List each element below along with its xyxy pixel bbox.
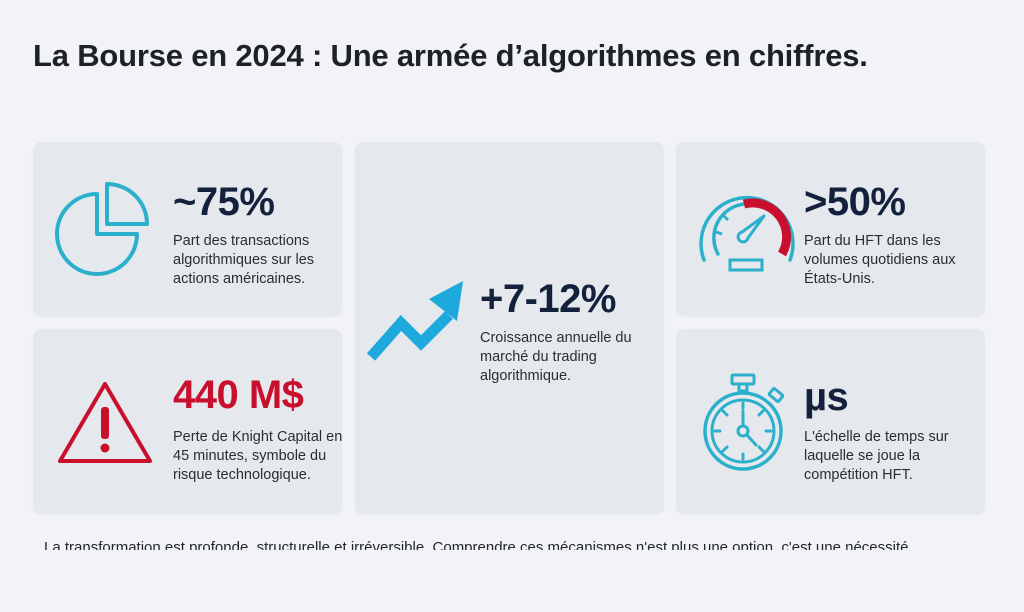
stat-description: L'échelle de temps sur laquelle se joue … [804,429,949,483]
stat-value: >50% [804,180,906,224]
stat-description: Part du HFT dans les volumes quotidiens … [804,233,956,287]
speedometer-icon [699,195,795,272]
stat-card-market-growth: +7-12% Croissance annuelle du marché du … [355,142,664,514]
stat-description: Croissance annuelle du marché du trading… [480,330,632,384]
trend-up-arrow-icon [366,281,463,361]
warning-triangle-icon [58,382,152,463]
stat-value: ~75% [173,180,275,224]
stat-card-algo-share: ~75% Part des transactions algorithmique… [33,142,342,316]
stat-description: Part des transactions algorithmiques sur… [173,233,315,287]
stat-description: Perte de Knight Capital en 45 minutes, s… [173,429,343,483]
stopwatch-icon [703,373,785,471]
stat-value: +7-12% [480,277,616,321]
stat-card-time-scale: µs L'échelle de temps sur laquelle se jo… [676,329,985,514]
pie-chart-icon [55,182,149,276]
stat-card-hft-volume: >50% Part du HFT dans les volumes quotid… [676,142,985,316]
footer-text: La transformation est profonde, structur… [44,539,913,550]
stat-value: µs [804,375,849,419]
stat-value: 440 M$ [173,373,304,417]
stat-card-knight-capital: 440 M$ Perte de Knight Capital en 45 min… [33,329,342,514]
page-title: La Bourse en 2024 : Une armée d’algorith… [33,38,868,73]
